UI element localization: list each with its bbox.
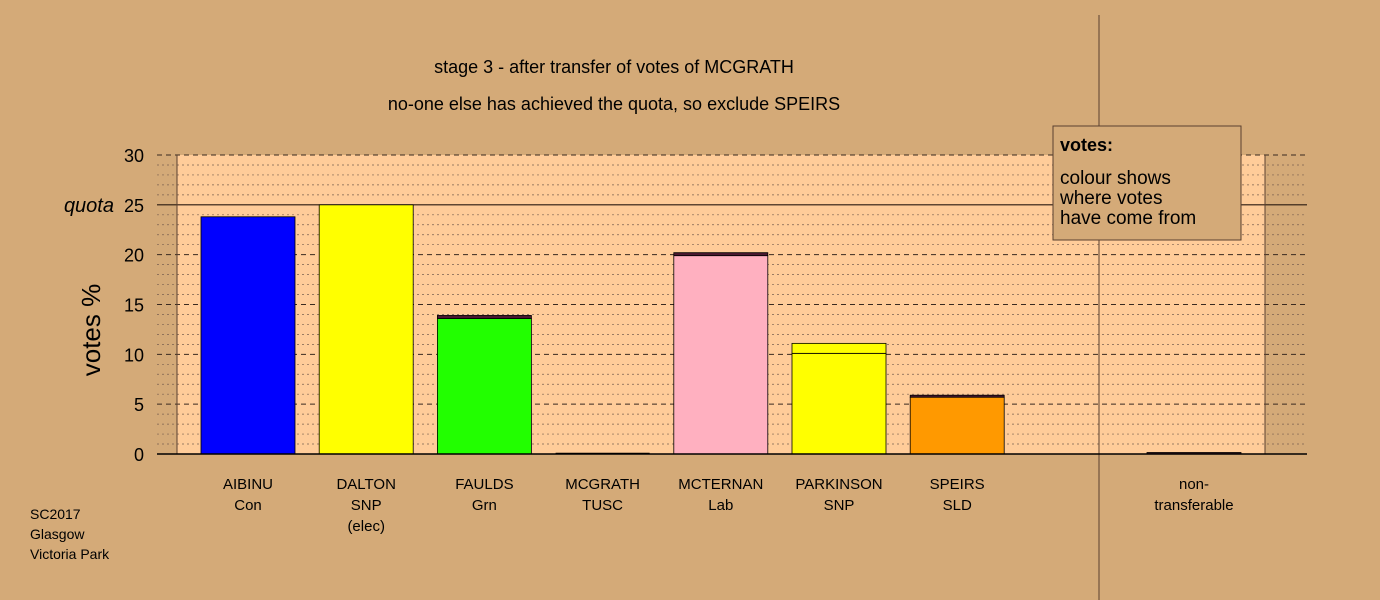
chart-title: stage 3 - after transfer of votes of MCG… [434,57,794,77]
y-tick-label: 15 [124,296,144,316]
bar-segment-mcternan [673,255,769,455]
bar-segment-parkinson [791,352,887,455]
legend-line-2: where votes [1059,188,1162,209]
bar-segment-faulds [436,315,532,319]
footer-line-1: SC2017 [30,506,81,522]
candidate-label-aibinu: Con [234,497,262,514]
chart-subtitle: no-one else has achieved the quota, so e… [388,94,840,114]
y-axis-label: votes % [76,284,106,377]
candidate-label-dalton: DALTON [336,476,395,493]
bar-segment-speirs [909,394,1005,398]
y-axis: 0 5 10 15 20 25 30 [124,146,1307,465]
non-transferable-label: transferable [1154,497,1233,514]
candidate-label-faulds: Grn [472,497,497,514]
candidate-label-mcternan: MCTERNAN [678,476,763,493]
candidate-label-parkinson: PARKINSON [795,476,882,493]
legend-line-3: have come from [1060,208,1196,229]
candidate-label-faulds: FAULDS [455,476,513,493]
legend-title: votes: [1060,135,1113,155]
candidate-label-aibinu: AIBINU [223,476,273,493]
non-transferable-label: non- [1179,476,1209,493]
bar-segment-speirs [909,396,1005,455]
candidate-label-dalton: SNP [351,497,382,514]
y-tick-label: 25 [124,196,144,216]
y-tick-label: 30 [124,146,144,166]
candidate-labels: AIBINU Con DALTON SNP (elec) FAULDS Grn MCGRATH… [223,476,1234,535]
y-tick-label: 5 [134,395,144,415]
bar-segment-parkinson [791,342,887,354]
quota-label: quota [64,195,114,217]
legend-line-1: colour shows [1060,168,1171,189]
candidate-label-parkinson: SNP [824,497,855,514]
y-tick-label: 10 [124,345,144,365]
y-tick-label: 0 [134,445,144,465]
bar-segment-mcternan [673,252,769,257]
footer-line-2: Glasgow [30,526,85,542]
y-tick-label: 20 [124,246,144,266]
candidate-label-dalton: (elec) [347,518,385,535]
footer-text: SC2017 Glasgow Victoria Park [30,506,110,562]
bar-segment-dalton [318,204,414,455]
bar-segment-faulds [436,318,532,455]
bar-segment-aibinu [200,216,296,455]
footer-line-3: Victoria Park [30,546,110,562]
candidate-label-speirs: SLD [943,497,972,514]
candidate-label-mcgrath: TUSC [582,497,623,514]
legend-box: votes: colour shows where votes have com… [1052,125,1242,241]
candidate-label-mcgrath: MCGRATH [565,476,640,493]
candidate-label-speirs: SPEIRS [930,476,985,493]
candidate-label-mcternan: Lab [708,497,733,514]
